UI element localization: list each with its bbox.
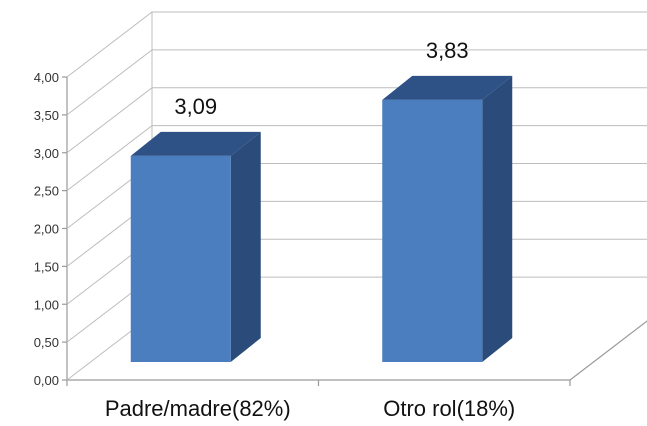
y-tick-label: 3,00 <box>34 146 59 161</box>
data-label: 3,09 <box>174 94 217 119</box>
bar-front-face <box>382 99 483 362</box>
bar-side-face <box>230 131 261 362</box>
bar-1 <box>130 131 261 362</box>
y-tick-label: 4,00 <box>34 70 59 85</box>
y-tick-label: 1,00 <box>34 297 59 312</box>
gridline <box>66 11 647 78</box>
bars <box>130 75 513 362</box>
bar-top-face <box>382 75 513 100</box>
category-labels: Padre/madre(82%) Otro rol(18%) <box>105 396 515 421</box>
y-tick-label: 0,50 <box>34 335 59 350</box>
x-category-label: Padre/madre(82%) <box>105 396 291 421</box>
bar-2 <box>382 75 513 362</box>
bar-top-face <box>130 131 261 156</box>
gridline <box>66 49 647 116</box>
y-tick-label: 3,50 <box>34 108 59 123</box>
y-tick-label: 0,00 <box>34 373 59 388</box>
y-tick-label: 2,50 <box>34 184 59 199</box>
data-label: 3,83 <box>426 38 469 63</box>
x-category-label: Otro rol(18%) <box>383 396 515 421</box>
data-labels: 3,09 3,83 <box>174 38 468 119</box>
y-axis-tick-labels: 0,00 0,50 1,00 1,50 2,00 2,50 3,00 3,50 4,00 <box>34 70 67 388</box>
y-tick-label: 2,00 <box>34 222 59 237</box>
bar-side-face <box>482 75 513 362</box>
y-tick-label: 1,50 <box>34 259 59 274</box>
bar-front-face <box>130 155 231 362</box>
